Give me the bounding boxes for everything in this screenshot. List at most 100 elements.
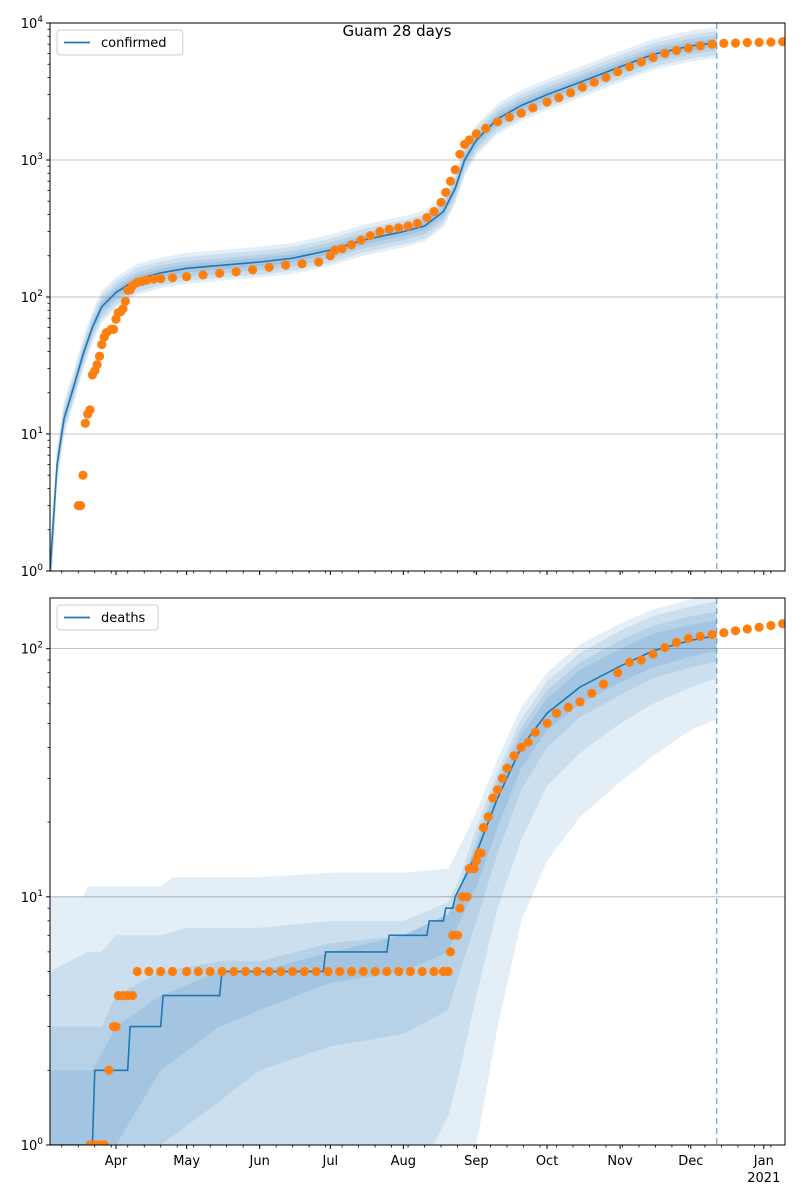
- observed-point: [719, 628, 729, 638]
- observed-point: [707, 629, 717, 640]
- observed-point: [648, 52, 658, 63]
- observed-point: [754, 622, 764, 632]
- observed-point: [648, 649, 658, 659]
- observed-point: [469, 864, 479, 874]
- observed-point: [530, 727, 540, 738]
- model-median-line: [50, 634, 717, 1145]
- observed-point: [182, 966, 192, 977]
- x-tick-label: Jan: [753, 1154, 774, 1169]
- observed-point: [613, 668, 623, 678]
- observed-point: [683, 633, 694, 644]
- y-tick-label: 102: [21, 641, 43, 658]
- observed-point: [497, 773, 507, 784]
- x-tick-label: Apr: [105, 1154, 128, 1169]
- observed-point: [99, 1140, 109, 1145]
- legend: confirmed: [56, 29, 184, 56]
- observed-point: [660, 643, 670, 653]
- observed-point: [502, 763, 512, 773]
- uncertainty-band: [50, 601, 717, 1145]
- observed-point: [599, 679, 609, 689]
- x-tick-label: Jun: [249, 1154, 270, 1169]
- observed-point: [288, 966, 298, 977]
- x-axis: [61, 571, 772, 575]
- observed-point: [337, 244, 347, 254]
- observed-point: [730, 626, 741, 636]
- observed-point: [719, 38, 729, 49]
- observed-point: [335, 966, 345, 977]
- observed-point: [672, 637, 682, 648]
- observed-point: [516, 108, 526, 118]
- observed-point: [516, 742, 526, 753]
- observed-point: [394, 223, 404, 233]
- observed-point: [624, 62, 635, 72]
- observed-point: [111, 1022, 121, 1032]
- deaths-chart: 100 101 102 Apr May Jun Jul Aug Sep Oct Nov Dec Jan 2…: [21, 597, 786, 1186]
- legend: deaths: [56, 604, 159, 631]
- observed-point: [109, 324, 119, 334]
- observed-point: [104, 1065, 114, 1075]
- observed-point: [358, 966, 368, 977]
- observed-point: [156, 966, 166, 977]
- y-tick-label: 104: [21, 15, 44, 32]
- uncertainty-band: [50, 611, 717, 1145]
- observed-point: [94, 351, 105, 361]
- observed-point: [429, 966, 439, 977]
- uncertainty-band: [50, 598, 717, 1145]
- observed-point: [542, 718, 552, 729]
- legend-label: deaths: [101, 611, 146, 626]
- y-axis: 100 101 102 103 104: [21, 15, 50, 580]
- observed-point: [445, 176, 456, 186]
- y-axis: 100 101 102: [21, 641, 50, 1154]
- observed-point: [405, 966, 415, 977]
- observed-point: [695, 41, 705, 51]
- grid-lines: [50, 159, 785, 435]
- observed-point: [80, 418, 90, 428]
- observed-point: [695, 631, 705, 642]
- observed-point: [384, 224, 394, 234]
- figure-title: Guam 28 days: [343, 22, 452, 40]
- observed-point: [182, 272, 192, 282]
- observed-point: [394, 966, 404, 977]
- observed-points: [85, 619, 785, 1145]
- observed-point: [382, 966, 392, 977]
- observed-point: [229, 966, 239, 977]
- observed-point: [97, 339, 107, 350]
- observed-point: [231, 267, 241, 277]
- observed-point: [297, 259, 307, 269]
- observed-point: [589, 77, 599, 87]
- observed-point: [672, 45, 682, 56]
- observed-point: [636, 655, 646, 665]
- x-tick-label: Dec: [678, 1154, 703, 1169]
- observed-point: [509, 751, 519, 761]
- observed-point: [450, 165, 460, 175]
- x-tick-label: Jul: [321, 1154, 338, 1169]
- observed-point: [429, 207, 439, 217]
- observed-point: [493, 785, 503, 795]
- observed-points: [73, 37, 785, 511]
- observed-point: [542, 97, 552, 107]
- observed-point: [613, 67, 623, 77]
- observed-point: [417, 966, 427, 977]
- observed-point: [346, 966, 357, 977]
- observed-point: [754, 37, 764, 48]
- y-tick-label: 100: [21, 563, 44, 580]
- observed-point: [330, 245, 340, 255]
- observed-point: [462, 892, 472, 902]
- observed-point: [264, 966, 274, 977]
- observed-point: [375, 227, 385, 237]
- observed-point: [118, 304, 128, 314]
- observed-point: [624, 657, 635, 668]
- observed-point: [149, 274, 159, 284]
- observed-point: [198, 270, 208, 280]
- observed-point: [205, 966, 215, 977]
- observed-point: [478, 823, 489, 833]
- observed-point: [481, 123, 491, 133]
- observed-point: [193, 966, 203, 977]
- observed-point: [528, 103, 538, 113]
- y-tick-label: 103: [21, 152, 43, 169]
- uncertainty-bands: [50, 598, 717, 1145]
- x-tick-sublabel: 2021: [747, 1171, 780, 1186]
- uncertainty-band: [50, 620, 717, 1145]
- observed-point: [551, 708, 562, 718]
- observed-point: [422, 213, 432, 223]
